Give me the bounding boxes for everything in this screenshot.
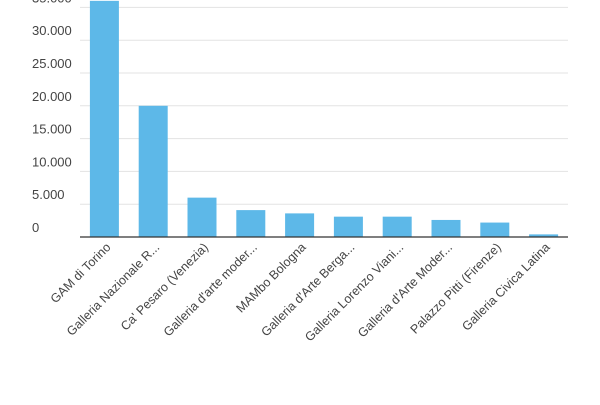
bar	[236, 210, 266, 237]
bar	[187, 197, 217, 237]
x-category-label: Galleria Civica Latina	[459, 240, 552, 333]
x-category-label: Galleria d'arte moder...	[161, 240, 260, 339]
caption-text-cropped	[30, 391, 590, 405]
y-tick-label: 20.000	[32, 89, 72, 104]
x-category-label: Galleria Nazionale R...	[64, 240, 162, 338]
bars-group	[89, 0, 559, 238]
y-tick-label: 25.000	[32, 56, 72, 71]
y-tick-label: 30.000	[32, 23, 72, 38]
bar	[382, 216, 412, 237]
bar	[529, 234, 559, 237]
x-category-label: Galleria d'Arte Berga...	[258, 240, 357, 339]
y-tick-label: 10.000	[32, 154, 72, 169]
bar	[333, 216, 363, 237]
bar	[285, 213, 315, 237]
bar	[431, 219, 461, 237]
bar	[480, 222, 510, 237]
y-tick-label: 15.000	[32, 122, 72, 137]
bar	[138, 105, 168, 237]
x-category-label: Galleria d'Arte Moder...	[355, 240, 455, 340]
x-category-label: Palazzo Pitti (Firenze)	[408, 240, 504, 336]
x-category-label: Ca' Pesaro (Venezia)	[118, 240, 211, 333]
x-category-label: Galleria Lorenzo Viani...	[302, 240, 406, 344]
y-tick-label: 0	[32, 220, 39, 235]
y-tick-label: 5.000	[32, 187, 65, 202]
bar	[89, 0, 119, 238]
y-tick-label: 35.000	[32, 0, 72, 5]
y-axis-tick-labels: 0 5.000 10.000 15.000 20.000 25.000 30.000 35.0…	[32, 0, 72, 235]
